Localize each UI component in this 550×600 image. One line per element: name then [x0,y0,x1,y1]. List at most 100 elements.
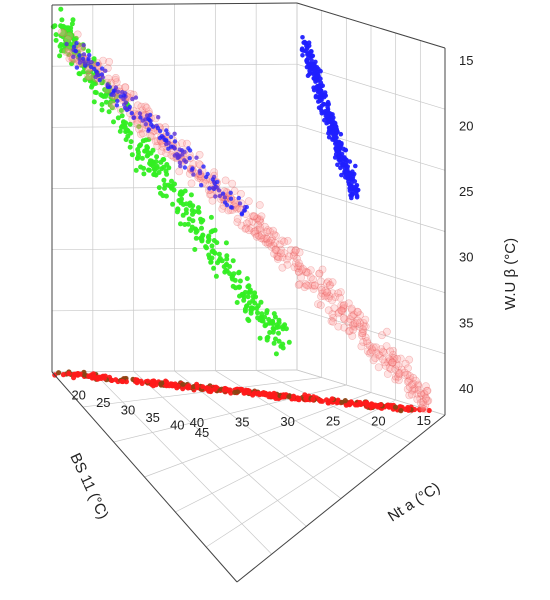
y-wall-projection-point [312,70,317,75]
floor-projection-point [90,371,96,377]
3d-data-point [356,311,364,319]
3d-data-point [294,281,303,289]
3d-data-point [334,322,343,331]
3d-data-point [382,342,391,350]
x-wall-projection-point [217,256,223,261]
3d-data-point [294,259,303,267]
y-wall-projection-point [338,131,344,137]
3d-data-point [228,196,234,201]
x-wall-projection-point [66,52,72,57]
3d-data-point [302,268,311,277]
y-wall-projection-point [334,147,340,153]
3d-data-point [315,269,324,278]
3d-data-point [153,141,162,150]
3d-data-point [294,267,303,276]
3d-data-point [350,310,358,319]
x-wall-projection-point [52,23,58,29]
3d-data-point [121,97,126,102]
x-wall-projection-point [53,37,59,43]
z-axis-title: W.U β (°C) [502,238,519,310]
3d-data-point [269,226,277,235]
3d-data-point [394,361,403,370]
y-tick-label: 25 [326,414,340,429]
x-wall-projection-point [236,284,242,290]
3d-data-point [191,172,196,177]
3d-data-point [248,217,257,226]
3d-data-point [330,304,339,313]
floor-projection-point [175,383,181,389]
x-wall-projection-point [178,198,184,204]
3d-data-point [284,252,293,261]
3d-data-point [244,197,253,206]
3d-data-point [297,273,305,282]
3d-data-point [237,221,246,230]
3d-data-point [374,350,383,359]
z-tick-label: 35 [459,315,473,330]
3d-data-point [265,238,274,247]
x-wall-projection-point [59,17,65,23]
3d-data-point [378,355,387,364]
3d-data-point [177,154,182,159]
3d-data-point [348,306,356,315]
3d-data-point [339,301,348,310]
3d-data-point [256,218,265,226]
3d-data-point [158,142,167,151]
3d-data-point [213,194,218,199]
x-wall-projection-point [146,137,152,142]
y-wall-projection-point [306,62,311,67]
3d-data-point [111,92,116,98]
3d-data-point [255,216,264,225]
3d-data-point [350,322,359,331]
y-wall-projection-point [348,183,353,189]
3d-data-point [172,131,177,136]
3d-data-point [394,376,403,385]
3d-data-point [280,249,289,258]
3d-data-point [239,212,245,217]
3d-data-point [93,74,98,80]
3d-data-point [222,200,228,205]
3d-data-point [257,212,266,221]
x-wall-projection-point [223,240,229,246]
3d-data-point [71,54,76,59]
y-wall-projection-point [302,39,308,45]
x-wall-projection-point [59,48,64,54]
3d-data-point [77,60,83,65]
3d-data-point [339,304,348,313]
3d-data-point [261,238,270,247]
3d-data-point [336,293,344,302]
3d-data-point [353,307,362,316]
y-tick-label: 40 [190,415,204,430]
x-wall-projection-point [148,158,153,164]
3d-data-point [411,376,420,385]
floor-projection-point [416,406,423,412]
x-wall-projection-point [150,147,156,153]
3d-data-point [257,234,266,243]
x-wall-projection-point [58,42,64,47]
3d-data-point [381,361,390,370]
floor-projection-point [109,377,115,383]
3d-data-point [336,288,345,296]
3d-data-point [419,397,427,406]
3d-data-point [353,318,361,327]
3d-data-point [384,358,392,367]
floor-projection-point [145,378,151,384]
3d-data-point [182,165,188,170]
floor-projection-point [303,394,309,400]
x-wall-projection-point [213,273,219,279]
x-wall-projection-point [215,260,220,266]
3d-data-point [294,268,303,276]
3d-data-point [271,231,280,240]
y-tick-label: 30 [280,414,294,429]
x-wall-projection-point [156,185,162,191]
3d-data-point [253,220,262,229]
3d-data-point [147,132,156,141]
x-wall-projection-point [241,297,247,303]
3d-data-point [172,139,178,144]
floor-projection-point [90,375,97,381]
3d-data-point [391,372,400,381]
3d-data-point [97,77,102,83]
x-wall-projection-point [111,119,116,125]
x-wall-projection-point [258,299,264,305]
3d-data-point [162,137,167,142]
x-wall-projection-point [69,21,75,27]
